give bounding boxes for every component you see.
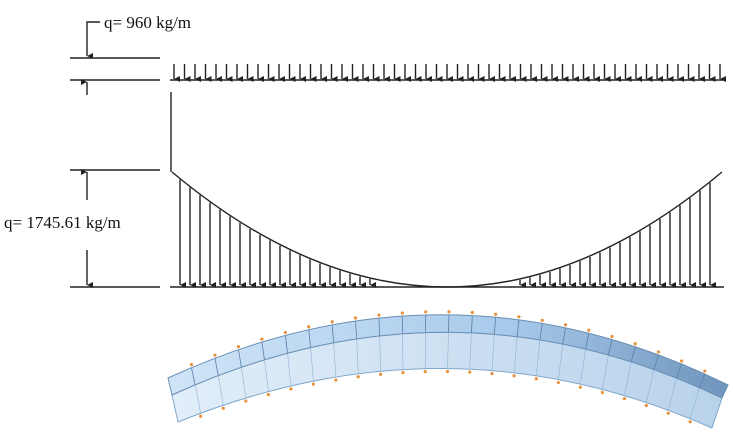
support-mark <box>190 363 193 366</box>
support-mark <box>446 370 449 373</box>
parabolic-load-label: q= 1745.61 kg/m <box>4 213 121 232</box>
support-mark <box>312 383 315 386</box>
uniform-load <box>170 64 724 80</box>
support-mark <box>535 377 538 380</box>
beam-segment <box>449 315 450 333</box>
support-mark <box>579 386 582 389</box>
support-mark <box>331 320 334 323</box>
support-mark <box>517 315 520 318</box>
curved-beam <box>168 310 728 428</box>
support-mark <box>512 374 515 377</box>
support-mark <box>354 316 357 319</box>
support-mark <box>424 310 427 313</box>
support-mark <box>471 311 474 314</box>
support-mark <box>634 342 637 345</box>
support-mark <box>468 371 471 374</box>
support-mark <box>237 345 240 348</box>
support-mark <box>645 404 648 407</box>
support-mark <box>307 325 310 328</box>
support-mark <box>401 311 404 314</box>
support-mark <box>541 319 544 322</box>
support-mark <box>447 310 450 313</box>
support-mark <box>260 337 263 340</box>
support-mark <box>587 329 590 332</box>
support-mark <box>244 399 247 402</box>
support-mark <box>657 350 660 353</box>
uniform-load-dimension: q= 960 kg/m <box>70 13 191 95</box>
parabolic-load-dimension: q= 1745.61 kg/m <box>2 170 172 287</box>
support-mark <box>213 354 216 357</box>
uniform-load-label: q= 960 kg/m <box>104 13 191 32</box>
support-mark <box>401 371 404 374</box>
support-mark <box>601 391 604 394</box>
support-mark <box>557 381 560 384</box>
support-mark <box>222 407 225 410</box>
support-mark <box>379 373 382 376</box>
diagram: q= 960 kg/m q= 1745.61 kg/m <box>0 0 733 436</box>
support-mark <box>680 359 683 362</box>
support-mark <box>667 412 670 415</box>
support-mark <box>564 323 567 326</box>
support-mark <box>334 378 337 381</box>
support-mark <box>424 370 427 373</box>
support-mark <box>377 313 380 316</box>
parabolic-load <box>170 172 724 287</box>
support-mark <box>623 397 626 400</box>
support-mark <box>289 387 292 390</box>
support-mark <box>267 393 270 396</box>
support-mark <box>199 415 202 418</box>
support-mark <box>703 369 706 372</box>
support-mark <box>610 335 613 338</box>
support-mark <box>689 420 692 423</box>
support-mark <box>284 331 287 334</box>
support-mark <box>357 375 360 378</box>
support-mark <box>494 313 497 316</box>
support-mark <box>490 372 493 375</box>
